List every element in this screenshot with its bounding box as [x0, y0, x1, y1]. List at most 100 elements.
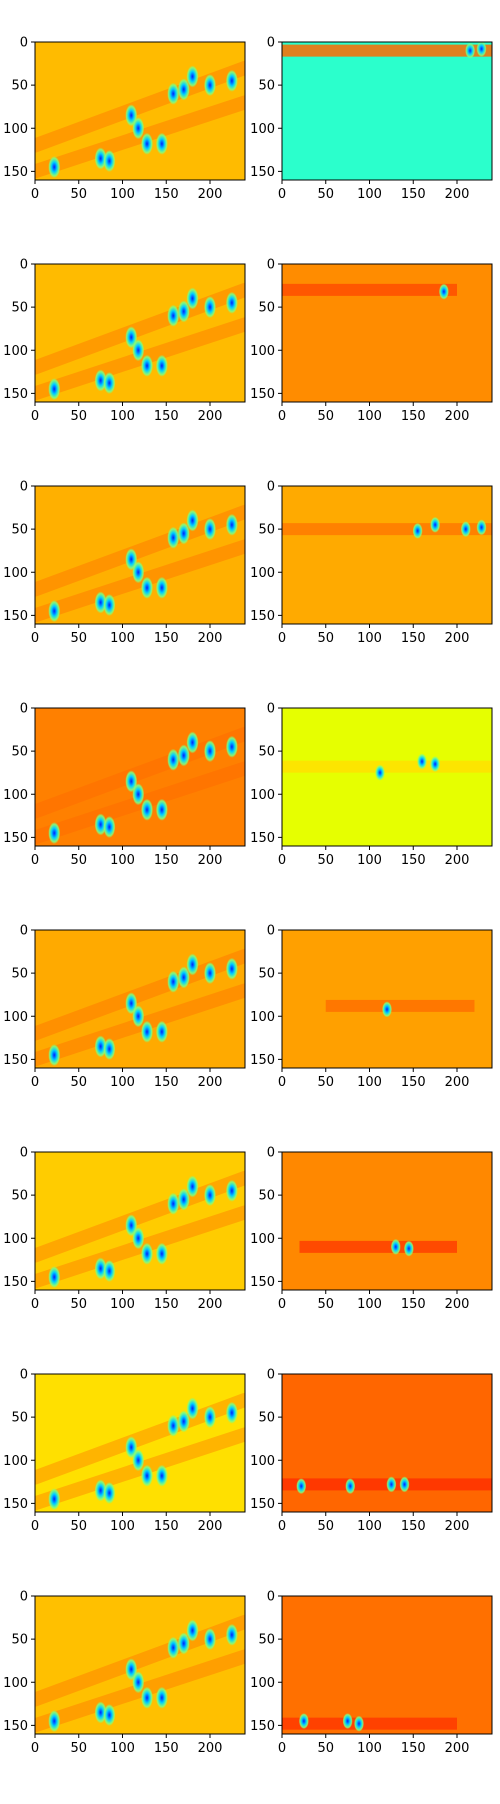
- y-tick-label: 100: [250, 788, 275, 803]
- heatmap-blob: [298, 1713, 309, 1730]
- x-tick-label: 150: [154, 409, 179, 424]
- y-tick-label: 0: [20, 924, 28, 939]
- heatmap-blob: [204, 1184, 216, 1207]
- x-tick-label: 100: [110, 409, 135, 424]
- x-tick-label: 50: [317, 1297, 334, 1312]
- heatmap-background: [282, 1374, 492, 1512]
- x-tick-label: 200: [198, 1297, 223, 1312]
- heatmap-blob: [48, 600, 61, 623]
- heatmap-blob: [204, 74, 216, 97]
- axes-frame: [281, 929, 493, 1069]
- y-tick-label: 100: [250, 122, 275, 137]
- x-tick-label: 150: [154, 187, 179, 202]
- heatmap-blob: [177, 1632, 190, 1655]
- y-tick-label: 0: [267, 702, 275, 717]
- heatmap-image: [35, 1374, 245, 1512]
- axes-frame: [34, 1595, 246, 1735]
- x-tick-label: 50: [70, 1741, 87, 1756]
- x-tick-label: 0: [31, 187, 39, 202]
- x-tick-label: 150: [401, 1741, 426, 1756]
- heatmap-panel-row7-left: 0 50 100 150 200 0 50 100 150: [3, 1368, 246, 1534]
- x-tick-label: 150: [154, 631, 179, 646]
- y-tick-label: 100: [3, 1676, 28, 1691]
- y-tick-label: 150: [3, 165, 28, 180]
- heatmap-band: [282, 44, 492, 57]
- y-tick-label: 0: [267, 36, 275, 51]
- heatmap-blob: [204, 962, 216, 985]
- y-tick-label: 0: [20, 258, 28, 273]
- heatmap-blob: [141, 354, 153, 377]
- heatmap-blob: [48, 1044, 61, 1067]
- heatmap-blob: [155, 132, 168, 155]
- y-tick-label: 150: [3, 1719, 28, 1734]
- x-tick-label: 200: [198, 409, 223, 424]
- y-tick-label: 150: [3, 1497, 28, 1512]
- x-tick-label: 0: [31, 631, 39, 646]
- heatmap-blob: [177, 300, 190, 323]
- x-tick-label: 150: [401, 1519, 426, 1534]
- y-tick-label: 150: [250, 387, 275, 402]
- x-tick-label: 150: [401, 187, 426, 202]
- heatmap-blob: [186, 1397, 199, 1420]
- x-tick-label: 100: [357, 1519, 382, 1534]
- axes-frame: [34, 707, 246, 847]
- heatmap-blob: [204, 1628, 216, 1651]
- heatmap-blob: [186, 287, 199, 310]
- heatmap-blob: [186, 65, 199, 88]
- heatmap-blob: [186, 1175, 199, 1198]
- y-tick-label: 0: [267, 258, 275, 273]
- heatmap-blob: [204, 1406, 216, 1429]
- x-tick-label: 0: [31, 409, 39, 424]
- heatmap-blob: [48, 378, 61, 401]
- y-tick-label: 100: [250, 1232, 275, 1247]
- heatmap-blob: [141, 1464, 153, 1487]
- x-tick-label: 200: [445, 1519, 470, 1534]
- heatmap-blob: [103, 1482, 116, 1505]
- y-tick-label: 100: [250, 344, 275, 359]
- x-tick-label: 150: [154, 853, 179, 868]
- x-tick-label: 100: [110, 1075, 135, 1090]
- y-tick-label: 0: [20, 480, 28, 495]
- x-tick-label: 50: [70, 187, 87, 202]
- heatmap-band: [282, 283, 457, 296]
- heatmap-panel-row8-left: 0 50 100 150 200 0 50 100 150: [3, 1590, 246, 1756]
- heatmap-blob: [225, 69, 238, 92]
- y-tick-label: 150: [250, 1497, 275, 1512]
- heatmap-blob: [141, 1020, 153, 1043]
- heatmap-blob: [48, 1710, 61, 1733]
- heatmap-blob: [155, 354, 168, 377]
- heatmap-panel-row4-left: 0 50 100 150 200 0 50 100 150: [3, 702, 246, 868]
- y-tick-label: 0: [20, 1590, 28, 1605]
- heatmap-blob: [412, 522, 423, 539]
- x-tick-label: 50: [317, 631, 334, 646]
- y-tick-label: 100: [3, 566, 28, 581]
- heatmap-blob: [132, 339, 145, 362]
- heatmap-image: [282, 1152, 492, 1290]
- heatmap-blob: [382, 1001, 392, 1018]
- heatmap-image: [282, 1374, 492, 1512]
- heatmap-panel-row8-right: 0 50 100 150 200 0 50 100 150: [250, 1590, 493, 1756]
- heatmap-blob: [103, 150, 116, 173]
- heatmap-background: [282, 1596, 492, 1734]
- heatmap-panel-row1-left: 0 50 100 150 200 0 50 100 150: [3, 36, 246, 202]
- y-tick-label: 0: [20, 1368, 28, 1383]
- heatmap-blob: [204, 740, 216, 763]
- heatmap-band: [282, 760, 492, 773]
- heatmap-background: [35, 1152, 245, 1290]
- axes-frame: [281, 707, 493, 847]
- x-tick-label: 100: [357, 1075, 382, 1090]
- heatmap-blob: [167, 82, 180, 105]
- x-tick-label: 150: [154, 1519, 179, 1534]
- heatmap-band: [299, 1240, 457, 1253]
- y-tick-label: 150: [3, 609, 28, 624]
- x-tick-label: 200: [198, 1741, 223, 1756]
- heatmap-blob: [48, 822, 61, 845]
- x-tick-label: 100: [110, 1741, 135, 1756]
- heatmap-blob: [48, 156, 61, 179]
- y-tick-label: 150: [250, 1719, 275, 1734]
- heatmap-blob: [225, 957, 238, 980]
- y-tick-label: 100: [3, 344, 28, 359]
- heatmap-background: [282, 708, 492, 846]
- axes-frame: [281, 1595, 493, 1735]
